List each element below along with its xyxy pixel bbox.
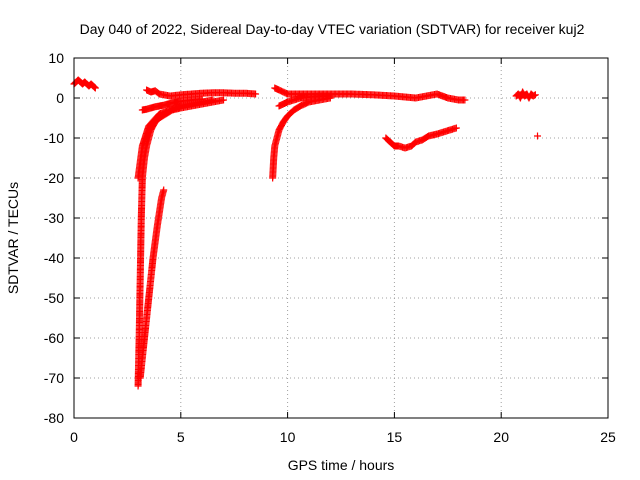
- y-tick-label: -20: [44, 170, 64, 186]
- data-point: [209, 96, 217, 104]
- data-point: [461, 96, 469, 104]
- x-tick-label: 10: [280, 429, 296, 445]
- chart-title: Day 040 of 2022, Sidereal Day-to-day VTE…: [80, 21, 585, 37]
- series-early-cluster: [70, 76, 99, 92]
- y-tick-label: -10: [44, 130, 64, 146]
- series-track-d-descending: [138, 95, 206, 114]
- y-tick-label: -40: [44, 250, 64, 266]
- x-tick-label: 0: [70, 429, 78, 445]
- y-tick-label: -80: [44, 410, 64, 426]
- data-point: [531, 91, 539, 99]
- y-tick-label: -60: [44, 330, 64, 346]
- y-tick-label: -50: [44, 290, 64, 306]
- data-point: [452, 124, 460, 132]
- data-point: [90, 83, 98, 91]
- series-track-a-steep: [134, 96, 228, 390]
- data-point: [198, 95, 206, 103]
- series-track-h-flat: [271, 84, 469, 104]
- data-layer: [70, 76, 542, 390]
- data-point: [91, 83, 99, 91]
- data-point: [220, 96, 228, 104]
- series-track-i-low: [382, 124, 460, 152]
- series-track-b-rise: [136, 186, 168, 382]
- series-track-e-flat: [143, 86, 260, 100]
- data-point: [252, 90, 260, 98]
- y-tick-label: -30: [44, 210, 64, 226]
- x-tick-label: 25: [600, 429, 616, 445]
- series-isolated: [534, 132, 542, 140]
- y-axis-label: SDTVAR / TECUs: [5, 182, 21, 294]
- y-tick-label: -70: [44, 370, 64, 386]
- data-point: [91, 84, 99, 92]
- y-tick-label: 10: [48, 50, 64, 66]
- series-late-cluster: [512, 88, 539, 102]
- tick-layer: 10 0 -10 -20 -30 -40 -50 -60 -70 -80 0 5 10 15 20 25: [44, 50, 616, 445]
- data-point: [160, 186, 168, 194]
- x-tick-label: 20: [493, 429, 509, 445]
- plot-frame: [73, 57, 609, 419]
- grid-layer: [74, 58, 608, 418]
- y-tick-label: 0: [56, 90, 64, 106]
- series-track-f-steep: [269, 94, 334, 182]
- x-tick-label: 15: [387, 429, 403, 445]
- data-point: [534, 132, 542, 140]
- x-tick-label: 5: [177, 429, 185, 445]
- x-axis-label: GPS time / hours: [288, 457, 395, 473]
